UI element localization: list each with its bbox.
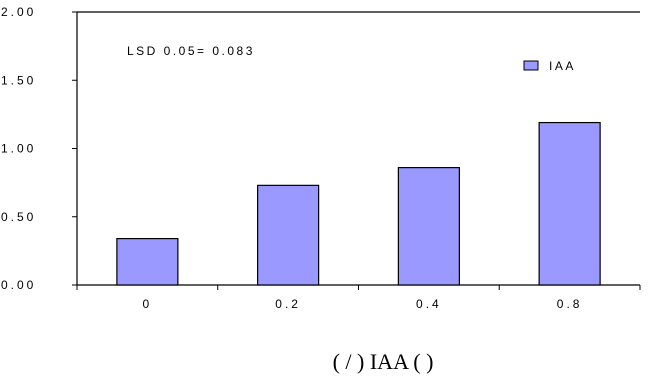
y-tick-label: 2.00 <box>1 5 36 19</box>
legend-label: IAA <box>549 59 576 73</box>
lsd-annotation: LSD 0.05= 0.083 <box>127 44 255 58</box>
x-tick-label: 0.2 <box>275 297 301 311</box>
x-tick-label: 0.8 <box>557 297 583 311</box>
x-tick-label: 0.4 <box>416 297 442 311</box>
x-axis: 0 0.2 0.4 0.8 <box>76 285 641 311</box>
legend: IAA <box>523 59 576 73</box>
bar-0.2 <box>257 184 320 286</box>
bar-0 <box>116 237 179 286</box>
y-tick-label: 0.00 <box>1 278 36 292</box>
bar-0.4 <box>397 167 460 286</box>
bar-series <box>116 121 601 286</box>
x-axis-title: ( / ) IAA ( ) <box>333 349 434 374</box>
bar-0.8 <box>538 121 601 286</box>
legend-swatch <box>523 60 539 71</box>
y-tick-label: 1.50 <box>1 73 36 87</box>
y-tick-label: 1.00 <box>1 142 36 156</box>
y-axis: 0.00 0.50 1.00 1.50 2.00 <box>1 5 77 292</box>
y-tick-label: 0.50 <box>1 210 36 224</box>
x-tick-label: 0 <box>143 297 153 311</box>
